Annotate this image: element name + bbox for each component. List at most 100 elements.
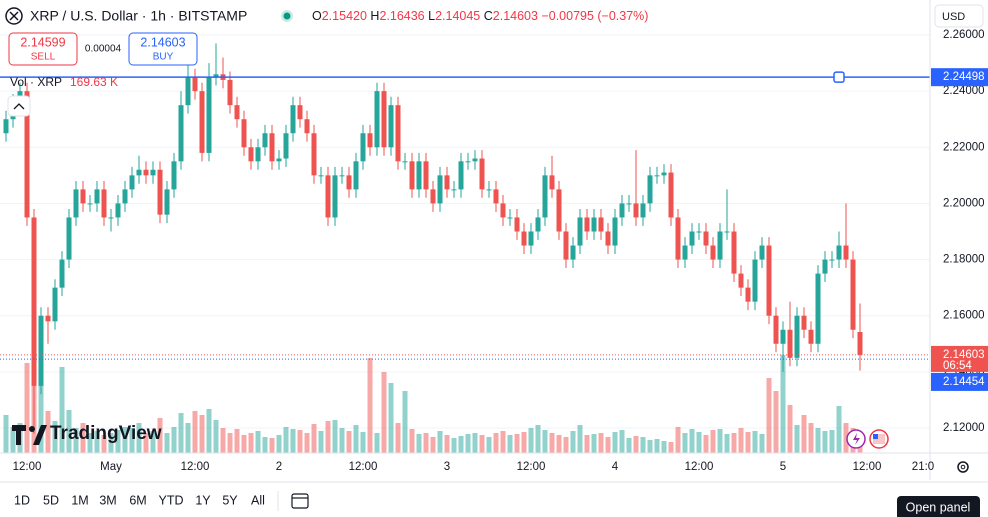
candle-body xyxy=(717,231,723,260)
price-label: 2.14454 xyxy=(943,376,985,388)
volume-bar xyxy=(787,405,793,453)
volume-bar xyxy=(444,435,450,453)
candle-body xyxy=(255,147,261,162)
volume-legend-name: Vol · XRP xyxy=(10,75,62,89)
y-tick-label: 2.20000 xyxy=(943,197,985,209)
volume-bar xyxy=(297,430,303,453)
volume-bar xyxy=(262,437,268,453)
candle-body xyxy=(759,245,765,260)
volume-bar xyxy=(675,427,681,453)
volume-bar xyxy=(472,433,478,453)
spread: 0.00004 xyxy=(85,44,122,55)
candle-body xyxy=(94,189,100,204)
volume-bar xyxy=(689,429,695,453)
volume-bar xyxy=(682,433,688,453)
candle-body xyxy=(584,217,590,232)
settings-button[interactable] xyxy=(957,461,969,473)
candle-body xyxy=(409,161,415,190)
volume-bar xyxy=(402,391,408,453)
candle-body xyxy=(353,161,359,190)
collapse-button[interactable] xyxy=(7,95,31,117)
candle-body xyxy=(745,287,751,302)
candle-body xyxy=(430,189,436,204)
sell-button[interactable] xyxy=(8,32,78,66)
candle-body xyxy=(311,133,317,176)
volume-bar xyxy=(332,420,338,453)
x-tick-label: 4 xyxy=(612,461,619,473)
volume-bar xyxy=(367,358,373,453)
range-button[interactable]: 1D xyxy=(14,493,30,507)
price-label: 2.14603 xyxy=(943,349,985,361)
volume-bar xyxy=(430,437,436,453)
volume-bar xyxy=(206,409,212,453)
candle-body xyxy=(73,189,79,218)
volume-bar xyxy=(521,432,527,453)
candle-body xyxy=(500,203,506,218)
volume-bar xyxy=(703,435,709,453)
y-tick-label: 2.24000 xyxy=(943,85,985,97)
candle-body xyxy=(325,175,331,218)
countdown: 06:54 xyxy=(943,360,972,372)
buy-button[interactable] xyxy=(128,32,198,66)
currency-button[interactable] xyxy=(934,4,984,28)
candle-body xyxy=(318,175,324,177)
candle-body xyxy=(416,161,422,190)
volume-bar xyxy=(213,420,219,453)
settings-icon xyxy=(960,464,966,470)
range-button[interactable]: 5Y xyxy=(222,493,238,507)
volume-bar xyxy=(759,434,765,453)
volume-bar xyxy=(577,425,583,453)
candle-body xyxy=(857,331,863,355)
candle-body xyxy=(528,231,534,246)
candle-body xyxy=(689,231,695,246)
candle-body xyxy=(542,175,548,218)
candle-body xyxy=(24,91,30,218)
volume-bar xyxy=(458,436,464,453)
volume-bar xyxy=(3,415,9,453)
candle-body xyxy=(38,315,44,386)
candle-body xyxy=(178,105,184,162)
x-tick-label: 12:00 xyxy=(181,461,210,473)
candle-body xyxy=(794,315,800,358)
date-range-button[interactable] xyxy=(291,493,309,509)
range-button[interactable]: 3M xyxy=(99,493,116,507)
change: −0.00795 (−0.37%) xyxy=(541,9,648,23)
volume-bar xyxy=(227,433,233,453)
range-button[interactable]: 5D xyxy=(43,493,59,507)
candle-body xyxy=(843,245,849,260)
range-button[interactable]: 6M xyxy=(129,493,146,507)
candle-body xyxy=(451,189,457,191)
symbol-title[interactable]: XRP / U.S. Dollar · 1h · BITSTAMP xyxy=(30,8,247,24)
candle-body xyxy=(808,329,814,344)
logo-mark xyxy=(29,426,35,432)
range-button[interactable]: 1M xyxy=(71,493,88,507)
candle-body xyxy=(633,203,639,218)
volume-bar xyxy=(605,437,611,453)
candle-body xyxy=(3,119,9,134)
candle-body xyxy=(101,189,107,218)
candle-body xyxy=(80,189,86,204)
open-panel-button[interactable] xyxy=(897,496,980,517)
candle-body xyxy=(514,217,520,232)
volume-bar xyxy=(59,367,65,453)
logo-mark xyxy=(33,425,47,445)
candle-body xyxy=(283,133,289,159)
volume-bar xyxy=(654,439,660,453)
volume-bar xyxy=(241,435,247,453)
candle-body xyxy=(213,74,219,78)
volume-bar xyxy=(493,433,499,453)
candle-body xyxy=(710,245,716,260)
candle-body xyxy=(472,158,478,162)
volume-bar xyxy=(87,433,93,453)
volume-bar xyxy=(325,421,331,453)
range-button[interactable]: YTD xyxy=(159,493,184,507)
volume-bar xyxy=(115,430,121,453)
range-button[interactable]: All xyxy=(251,493,265,507)
candle-body xyxy=(605,231,611,246)
volume-bar xyxy=(94,431,100,453)
candle-body xyxy=(731,231,737,274)
volume-bar xyxy=(157,418,163,453)
range-button[interactable]: 1Y xyxy=(195,493,211,507)
volume-bar xyxy=(122,427,128,453)
status-dot xyxy=(283,12,291,20)
